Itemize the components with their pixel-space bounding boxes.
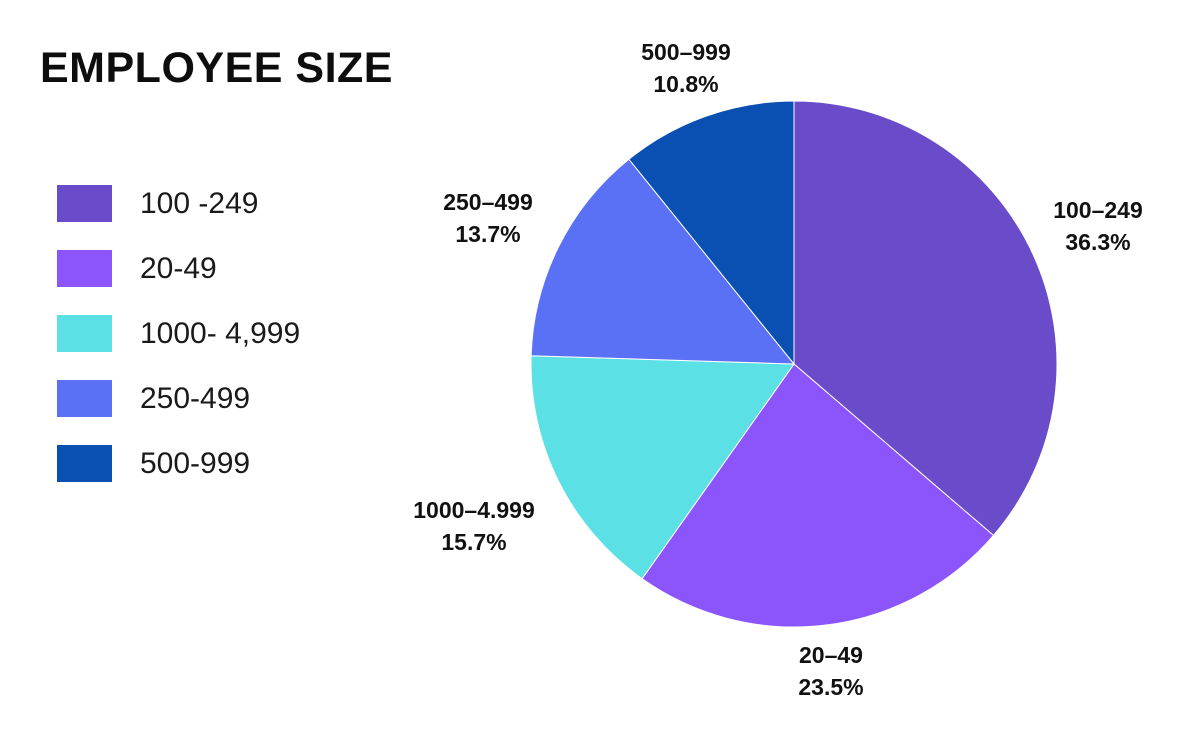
pie-slice-100-249 <box>793 100 1058 537</box>
legend-swatch <box>57 315 112 352</box>
legend-item-label: 100 -249 <box>140 186 259 220</box>
pie-slice-20-49 <box>641 363 995 628</box>
pie-chart <box>530 100 1058 628</box>
legend-swatch <box>57 380 112 417</box>
pie-slice-1000-4-999 <box>530 355 795 580</box>
legend-item-label: 1000- 4,999 <box>140 316 301 350</box>
slice-label-category: 500–999 <box>641 39 731 65</box>
legend-swatch <box>57 250 112 287</box>
slice-label-category: 20–49 <box>799 642 863 668</box>
legend-item: 20-49 <box>57 250 300 287</box>
slice-label-percent: 13.7% <box>455 221 521 248</box>
slice-label-20-49: 20–49 23.5% <box>798 639 863 703</box>
legend-item: 250-499 <box>57 380 300 417</box>
legend-swatch <box>57 185 112 222</box>
legend-item-label: 250-499 <box>140 381 251 415</box>
pie-slice-500-999 <box>628 100 795 366</box>
legend-swatch <box>57 445 112 482</box>
legend-item: 1000- 4,999 <box>57 315 300 352</box>
slice-label-percent: 23.5% <box>798 674 864 701</box>
legend-item-label: 20-49 <box>140 251 217 285</box>
legend-item: 100 -249 <box>57 185 300 222</box>
legend: 100 -249 20-49 1000- 4,999 250-499 500-999 <box>57 185 300 482</box>
slice-label-1000-4999: 1000–4.999 15.7% <box>413 494 535 558</box>
pie-slice-250-499 <box>530 158 796 365</box>
slice-label-500-999: 500–999 10.8% <box>641 36 731 100</box>
slice-label-percent: 15.7% <box>441 529 507 556</box>
slice-label-100-249: 100–249 36.3% <box>1053 194 1143 258</box>
slice-label-category: 1000–4.999 <box>413 497 535 523</box>
slice-label-percent: 36.3% <box>1065 229 1131 256</box>
slice-label-250-499: 250–499 13.7% <box>443 186 533 250</box>
slice-label-category: 250–499 <box>443 189 533 215</box>
slice-label-percent: 10.8% <box>653 71 719 98</box>
legend-item-label: 500-999 <box>140 446 251 480</box>
slice-label-category: 100–249 <box>1053 197 1143 223</box>
chart-title: EMPLOYEE SIZE <box>40 44 393 92</box>
legend-item: 500-999 <box>57 445 300 482</box>
